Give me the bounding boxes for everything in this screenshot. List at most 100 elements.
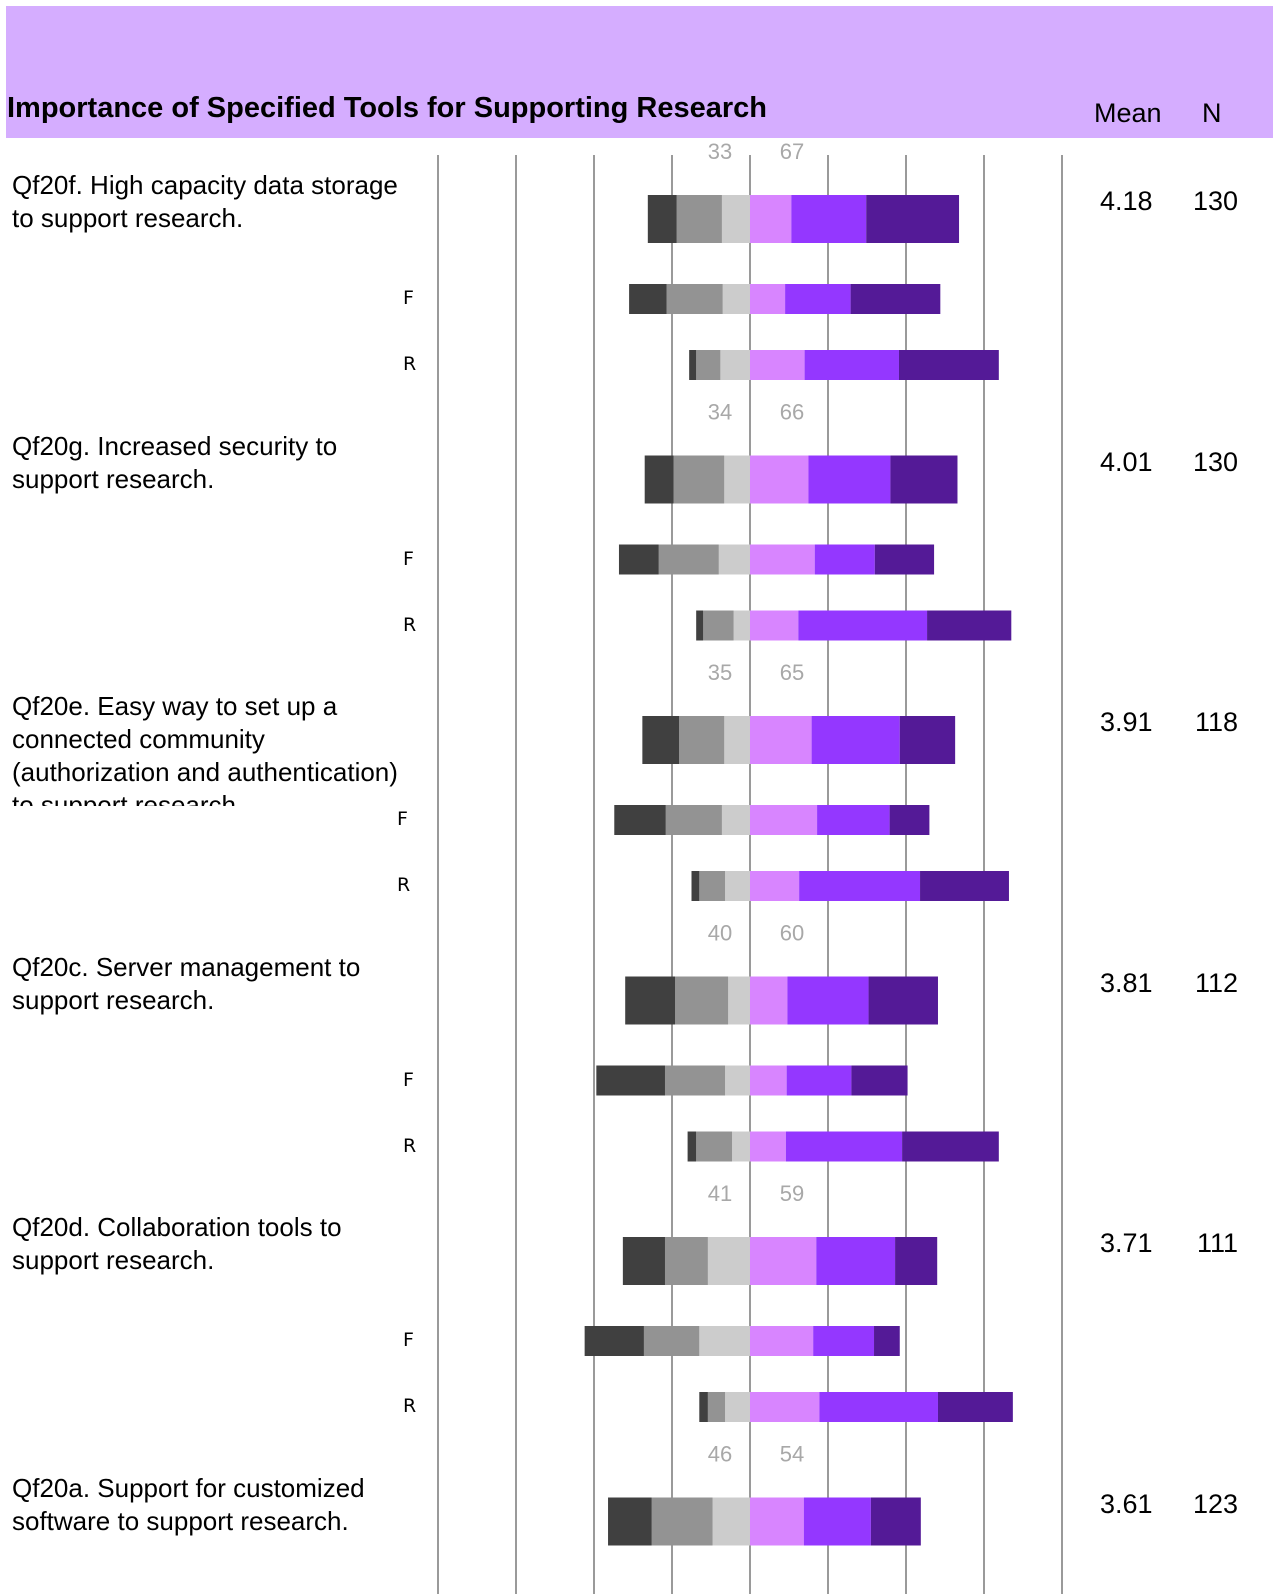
bar-segment [673,455,725,504]
bar-segment [866,195,960,243]
pos-pct-label: 65 [780,660,804,685]
bar-segment [676,195,722,243]
bar-segment [691,871,700,901]
neg-pct-label: 33 [708,139,732,164]
bar-segment [699,1392,708,1422]
question-label: Qf20e. Easy way to set up a connected co… [12,691,398,806]
pos-pct-label: 54 [780,1442,804,1467]
bar-segment [687,1131,697,1162]
n-value: 118 [1194,707,1238,737]
group-label: F [403,1068,414,1091]
neg-pct-label: 41 [708,1181,732,1206]
bar-segment [721,805,750,835]
bar-segment [817,805,890,835]
question-label: Qf20a. Support for customized software t… [12,1472,365,1536]
bar-segment [665,805,722,835]
mean-value: 3.91 [1100,707,1153,737]
group-label: R [403,613,417,636]
bar-segment [851,1065,908,1096]
bar-segment [622,1237,665,1285]
bar-segment [819,1392,938,1422]
neg-pct-label: 40 [708,921,732,946]
group-label: R [403,1134,417,1157]
bar-segment [722,284,750,314]
bar-segment [644,455,674,504]
bar-segment [791,195,867,243]
bar-segment [664,1237,708,1285]
bar-segment [732,1131,750,1162]
bar-segment [750,195,792,243]
group-label: R [397,874,411,896]
bar-segment [750,716,812,764]
question-label: Qf20d. Collaboration tools to support re… [12,1212,342,1275]
group-label: F [397,808,408,830]
bar-segment [651,1497,713,1546]
bar-segment [750,1131,786,1162]
mean-value: 4.18 [1100,186,1153,216]
n-value: 130 [1192,446,1238,477]
neg-pct-label: 34 [708,400,732,425]
chart-title: Importance of Specified Tools for Suppor… [7,92,768,124]
bar-segment [733,610,750,641]
bar-segment [750,1392,820,1422]
bar-segment [614,805,666,835]
bar-segment [643,1326,700,1356]
bar-segment [703,610,734,641]
n-value: 111 [1196,1228,1238,1258]
bar-segment [750,1065,787,1096]
bar-segment [696,1131,733,1162]
bar-segment [750,1326,814,1356]
bar-segment [707,1237,750,1285]
bar-segment [786,1065,852,1096]
bar-segment [890,455,958,504]
n-value: 130 [1192,186,1238,216]
bar-segment [898,350,999,380]
bar-segment [725,1065,750,1096]
bar-segment [750,1497,804,1546]
bar-segment [679,716,725,764]
bar-segment [798,610,928,641]
bar-segment [750,284,786,314]
mean-value: 4.01 [1100,446,1153,477]
bar-segment [712,1497,750,1546]
bar-segment [725,871,750,901]
bar-segment [608,1497,652,1546]
header-band [6,6,1273,138]
bar-segment [785,1131,903,1162]
bar-segment [689,350,697,380]
bar-segment [750,871,800,901]
bar-segment [625,976,676,1025]
bar-segment [787,976,869,1025]
mean-value: 3.71 [1100,1228,1153,1258]
bar-segment [902,1131,999,1162]
mean-column-header: Mean [1094,98,1162,128]
bar-segment [750,805,818,835]
pos-pct-label: 66 [780,400,804,425]
bar-segment [808,455,891,504]
bar-segment [899,716,956,764]
bar-segment [870,1497,921,1546]
bar-segment [666,284,723,314]
n-value: 112 [1194,967,1238,998]
bar-segment [647,195,677,243]
neg-pct-label: 35 [708,660,732,685]
question-label: Qf20c. Server management to support rese… [12,951,361,1015]
mean-value: 3.61 [1100,1488,1153,1519]
pos-pct-label: 60 [780,921,804,946]
bar-segment [799,871,921,901]
group-label: F [403,547,414,570]
bar-segment [721,195,750,243]
neg-pct-label: 46 [708,1442,732,1467]
bar-segment [803,1497,871,1546]
bar-segment [642,716,680,764]
bar-segment [868,976,938,1025]
group-label: R [403,1395,417,1417]
n-column-header: N [1202,98,1222,128]
bar-segment [889,805,930,835]
bar-segment [724,455,750,504]
bar-segment [584,1326,644,1356]
bar-segment [629,284,667,314]
bar-segment [658,544,719,575]
bar-segment [895,1237,938,1285]
bar-segment [718,544,750,575]
